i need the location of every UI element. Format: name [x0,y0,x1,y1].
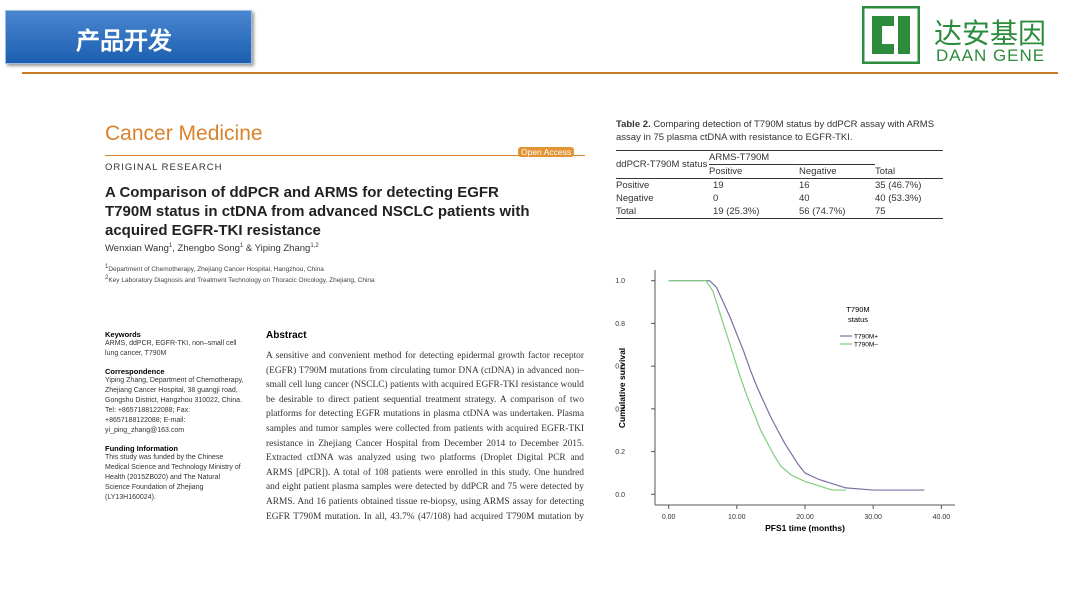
table-label: Table 2. [616,119,651,130]
logo-en: DAAN GENE [936,46,1046,65]
table-row: Negative 0 40 40 (53.3%) [616,192,943,205]
sup: 1 [168,243,173,249]
author-name: Zhengbo Song [177,243,240,255]
divider [22,72,1058,74]
survival-curve [668,280,846,491]
sidebar: Keywords ARMS, ddPCR, EGFR-TKI, non–small… [105,330,245,511]
table-cell: 56 (74.7%) [799,206,846,217]
legend-title: status [848,315,868,324]
y-axis-title: Cumulative survival [617,348,627,428]
abstract: A sensitive and convenient method for de… [266,351,584,521]
table: ddPCR-T790M status ARMS-T790M Positive Ne… [616,150,943,219]
table-cell: 0 [713,193,719,204]
logo-icon [862,6,920,64]
group-header: ARMS-T790M [709,150,875,165]
col-header: Positive [709,166,743,177]
sup: 1 [239,243,244,249]
y-tick-label: 0.4 [615,406,625,413]
affiliations: 1Department of Chemotherapy, Zhejiang Ca… [105,263,375,285]
journal: Cancer Medicine [105,122,263,145]
affiliation-text: Key Laboratory Diagnosis and Treatment T… [108,277,375,285]
y-tick-label: 0.8 [615,321,625,328]
x-tick-label: 40.00 [933,514,951,521]
affiliation: 1Department of Chemotherapy, Zhejiang Ca… [105,263,375,274]
logo-cn: 达安基因 [934,17,1047,50]
table-cell: 19 [713,180,724,191]
separator: , [172,243,178,255]
x-tick-label: 30.00 [864,514,882,521]
sidebar-heading: Funding Information [105,444,178,453]
header-title: 产品开发 [76,27,172,55]
y-tick-label: 0.6 [615,364,625,371]
table-cell: 75 [875,206,886,217]
sidebar-text: This study was funded by the Chinese Med… [105,454,241,501]
authors: Wenxian Wang1, Zhengbo Song1 & Yiping Zh… [105,243,319,254]
table-cell: Positive [616,180,650,191]
section: ORIGINAL RESEARCH [105,162,223,173]
y-tick-label: 0.0 [615,492,625,499]
author-name: Wenxian Wang [105,243,169,255]
row-header: ddPCR-T790M status [616,150,709,179]
legend-label: T790M+ [854,334,878,341]
x-tick-label: 20.00 [796,514,814,521]
caption-text: Comparing detection of T790M status by d… [616,119,935,143]
header-banner: 产品开发 [5,10,252,64]
table-cell: 35 (46.7%) [875,180,922,191]
y-tick-label: 0.2 [615,449,625,456]
paper-title: A Comparison of ddPCR and ARMS for detec… [105,184,530,239]
x-tick-label: 10.00 [728,514,746,521]
affiliation-text: Department of Chemotherapy, Zhejiang Can… [108,266,324,274]
table-cell: 40 [799,193,810,204]
table-cell: 40 (53.3%) [875,193,922,204]
table-row: Total 19 (25.3%) 56 (74.7%) 75 [616,205,943,219]
sup: 1,2 [310,243,319,249]
sidebar-text: Yiping Zhang, Department of Chemotherapy… [105,377,244,434]
rule [105,155,585,156]
km-chart: 0.0 0.2 0.4 0.6 0.8 1.0 0.00 10.00 20.00 30.00 40.… [615,270,955,533]
table-caption: Table 2. Comparing detection of T790M st… [616,118,946,144]
open-access: Open Access [518,147,575,157]
separator: & [243,243,255,255]
table-row: Positive 19 16 35 (46.7%) [616,179,943,193]
table-cell: 19 (25.3%) [713,206,760,217]
sidebar-heading: Correspondence [105,367,165,376]
author-name: Yiping Zhang [254,243,311,255]
legend-title: T790M [846,305,869,314]
legend-label: T790M– [854,342,878,349]
sidebar-text: ARMS, ddPCR, EGFR-TKI, non–small cell lu… [105,340,237,357]
sidebar-heading: Keywords [105,330,141,339]
survival-curve [668,280,925,491]
x-tick-label: 0.00 [662,514,676,521]
table-cell: Negative [616,193,654,204]
col-header: Negative [799,166,837,177]
x-axis-title: PFS1 time (months) [765,523,845,533]
table-cell: Total [616,206,637,217]
table-cell: 16 [799,180,810,191]
sup: 1 [105,264,109,270]
col-header: Total [875,165,896,177]
abstract-heading: Abstract [266,330,307,341]
y-tick-label: 1.0 [615,278,625,285]
affiliation: 2Key Laboratory Diagnosis and Treatment … [105,274,375,285]
sup: 2 [105,275,109,282]
